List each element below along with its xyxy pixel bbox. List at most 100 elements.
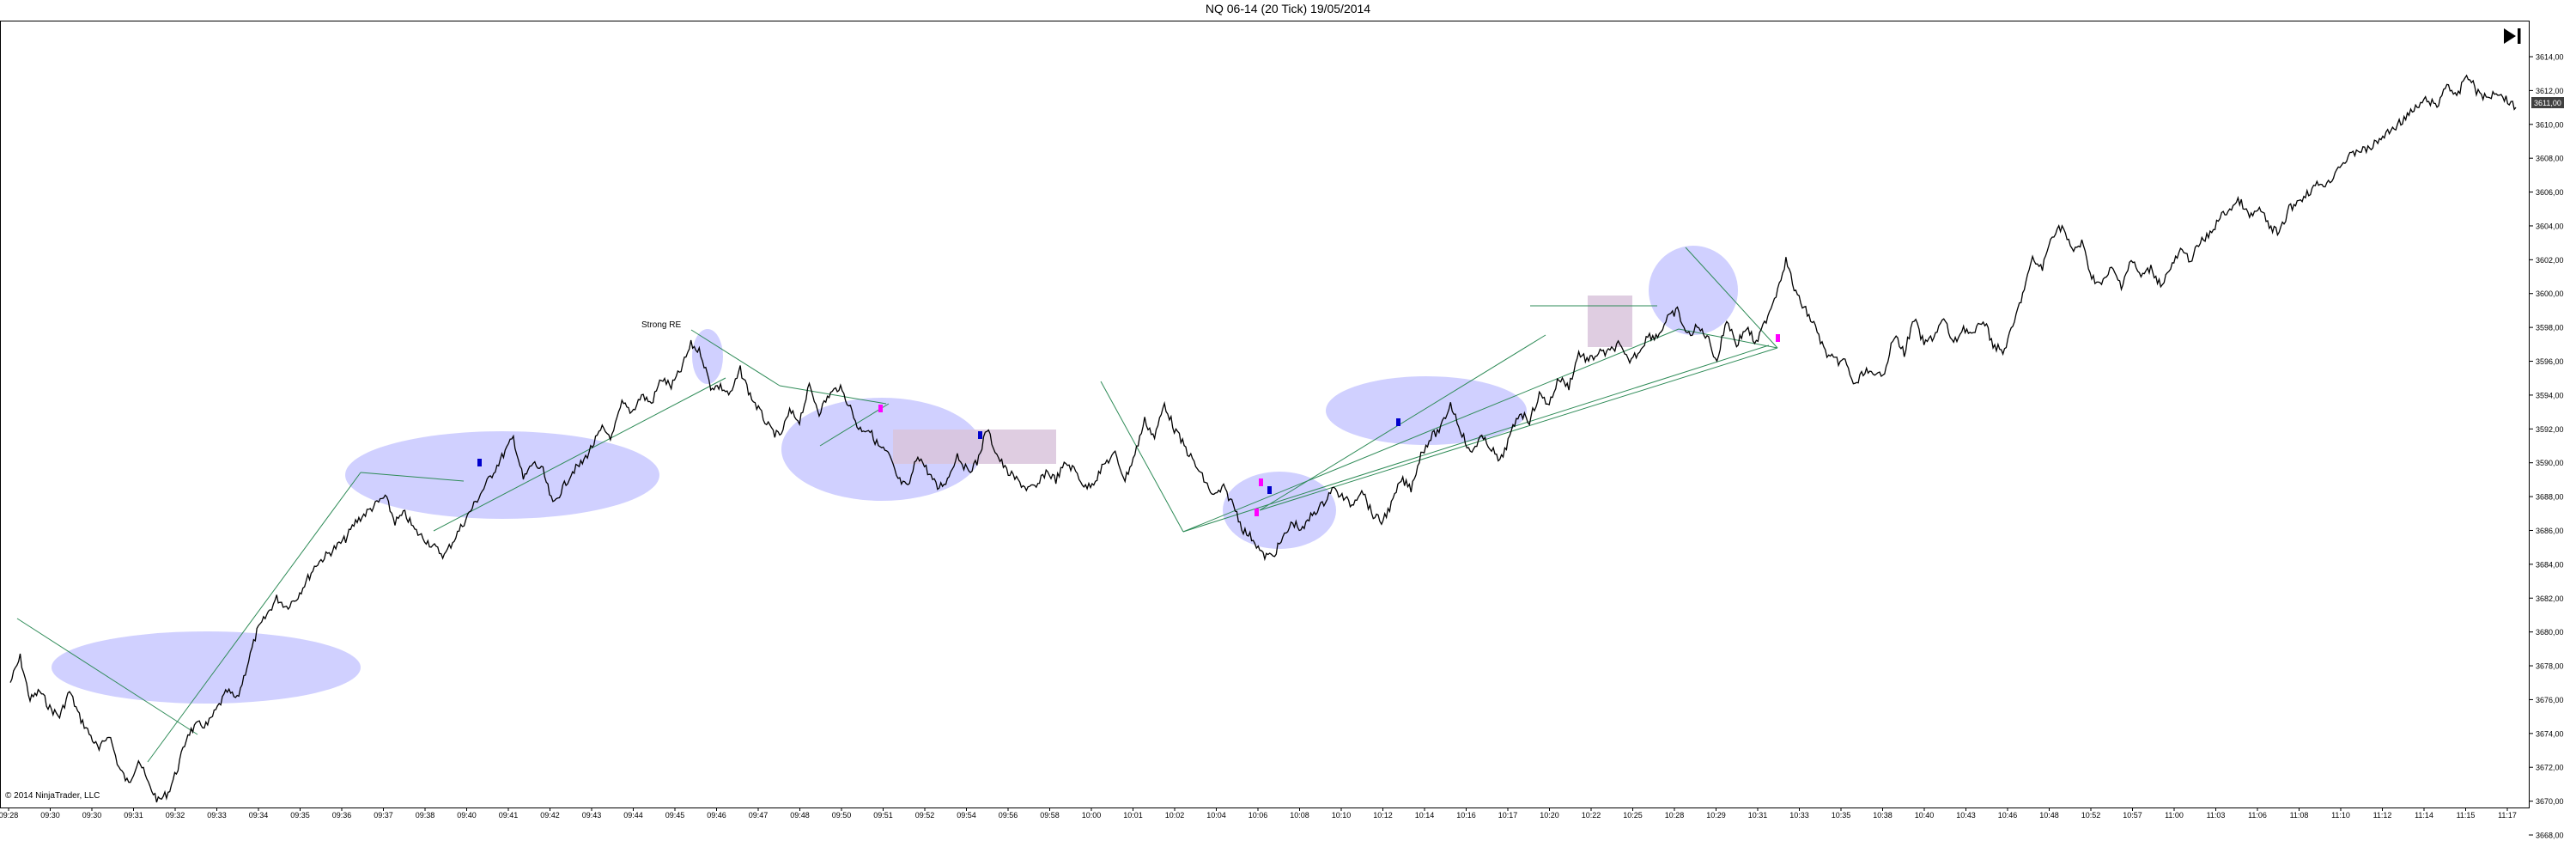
highlight-rectangle[interactable] [1588, 296, 1632, 347]
y-tick-label: 3674,00 [2536, 729, 2564, 738]
trend-line[interactable] [433, 377, 726, 532]
trend-line[interactable] [779, 385, 887, 405]
signal-marker [1255, 509, 1259, 516]
trend-line[interactable] [1678, 328, 1778, 349]
x-tick-label: 10:48 [2039, 811, 2059, 820]
y-tick-label: 3688,00 [2536, 493, 2564, 502]
y-tick-label: 3590,00 [2536, 459, 2564, 467]
x-tick-label: 10:28 [1665, 811, 1685, 820]
plot-border [0, 21, 2530, 808]
x-tick-label: 11:00 [2165, 811, 2184, 820]
current-price-label: 3611,00 [2534, 99, 2561, 107]
y-axis: 3614,00 3612,00 3610,00 3608,00 3606,00 3604,… [2529, 53, 2564, 840]
y-tick-label: 3682,00 [2536, 594, 2564, 603]
signal-marker [978, 431, 982, 439]
x-tick-label: 10:57 [2123, 811, 2142, 820]
x-tick-label: 09:41 [499, 811, 519, 820]
x-tick-label: 09:45 [665, 811, 685, 820]
price-series [9, 74, 2517, 803]
signal-marker [477, 459, 482, 466]
trend-line[interactable] [690, 329, 781, 387]
y-tick-label: 3676,00 [2536, 696, 2564, 704]
x-tick-label: 10:14 [1415, 811, 1435, 820]
x-tick-label: 10:33 [1789, 811, 1809, 820]
y-tick-label: 3602,00 [2536, 256, 2564, 265]
x-tick-label: 09:30 [82, 811, 102, 820]
x-tick-label: 09:44 [623, 811, 643, 820]
x-tick-label: 09:43 [582, 811, 602, 820]
trend-line[interactable] [1685, 247, 1778, 349]
trend-line[interactable] [16, 618, 198, 735]
x-tick-label: 11:14 [2415, 811, 2433, 820]
x-tick-label: 09:42 [540, 811, 560, 820]
trend-line[interactable] [1100, 381, 1184, 533]
signal-marker [1776, 334, 1780, 342]
x-tick-label: 10:43 [1956, 811, 1976, 820]
x-tick-label: 09:52 [915, 811, 935, 820]
x-tick-label: 11:10 [2331, 811, 2350, 820]
price-line [9, 74, 2517, 803]
x-tick-label: 09:46 [707, 811, 726, 820]
x-tick-label: 11:06 [2248, 811, 2267, 820]
y-tick-label: 3596,00 [2536, 357, 2564, 366]
y-tick-label: 3594,00 [2536, 391, 2564, 399]
trend-line[interactable] [819, 403, 890, 447]
x-tick-label: 10:01 [1123, 811, 1143, 820]
x-tick-label: 10:00 [1082, 811, 1102, 820]
x-axis: 09:28 09:30 09:30 09:31 09:32 09:33 09:34 09:35… [0, 807, 2517, 820]
highlight-ellipse[interactable] [1326, 376, 1527, 445]
x-tick-label: 09:33 [207, 811, 227, 820]
x-tick-label: 11:03 [2207, 811, 2226, 820]
highlight-rectangle[interactable] [893, 430, 1056, 464]
trend-line[interactable] [1182, 344, 1770, 533]
x-tick-label: 10:08 [1290, 811, 1309, 820]
x-tick-label: 10:38 [1873, 811, 1893, 820]
x-tick-label: 09:31 [124, 811, 143, 820]
x-tick-label: 09:54 [957, 811, 976, 820]
x-tick-label: 10:29 [1706, 811, 1726, 820]
x-tick-label: 09:56 [999, 811, 1018, 820]
trend-line[interactable] [1259, 334, 1546, 511]
x-tick-label: 11:17 [2498, 811, 2517, 820]
x-tick-label: 10:20 [1540, 811, 1559, 820]
x-tick-label: 10:02 [1165, 811, 1185, 820]
highlight-ellipse[interactable] [345, 431, 659, 519]
y-tick-label: 3614,00 [2536, 53, 2564, 62]
x-tick-label: 10:31 [1748, 811, 1768, 820]
x-tick-label: 10:46 [1998, 811, 2018, 820]
y-tick-label: 3670,00 [2536, 797, 2564, 806]
x-tick-label: 09:37 [374, 811, 393, 820]
y-tick-label: 3684,00 [2536, 560, 2564, 569]
x-tick-label: 10:25 [1623, 811, 1643, 820]
x-tick-label: 09:38 [416, 811, 435, 820]
trend-line[interactable] [360, 472, 465, 482]
y-tick-label: 3604,00 [2536, 222, 2564, 230]
x-tick-label: 09:51 [873, 811, 893, 820]
highlight-ellipse[interactable] [52, 631, 361, 704]
highlight-ellipse[interactable] [781, 398, 982, 501]
x-tick-label: 10:17 [1498, 811, 1518, 820]
x-tick-label: 10:52 [2081, 811, 2101, 820]
x-tick-label: 09:47 [749, 811, 769, 820]
highlight-ellipse[interactable] [692, 329, 723, 384]
x-tick-label: 09:30 [40, 811, 60, 820]
y-tick-label: 3686,00 [2536, 527, 2564, 535]
skip-to-end-icon[interactable] [2502, 26, 2523, 46]
y-tick-label: 3592,00 [2536, 425, 2564, 434]
signal-marker [1267, 486, 1272, 494]
x-tick-label: 09:58 [1040, 811, 1060, 820]
x-tick-label: 11:15 [2457, 811, 2476, 820]
trend-line[interactable] [147, 472, 361, 763]
trend-line[interactable] [1259, 347, 1778, 511]
highlight-ellipse[interactable] [1223, 472, 1336, 549]
signal-marker [878, 405, 883, 412]
signal-marker [1259, 478, 1263, 486]
x-tick-label: 10:10 [1332, 811, 1352, 820]
trend-line[interactable] [1182, 328, 1680, 533]
x-tick-label: 11:12 [2373, 811, 2392, 820]
x-tick-label: 10:12 [1373, 811, 1393, 820]
y-tick-label: 3612,00 [2536, 87, 2564, 95]
x-tick-label: 10:04 [1206, 811, 1226, 820]
